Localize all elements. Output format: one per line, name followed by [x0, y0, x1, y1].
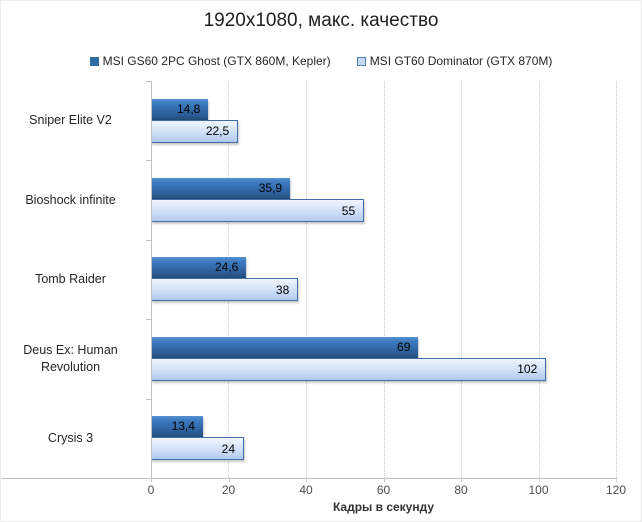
- bar-value-label: 24,6: [214, 260, 239, 275]
- bar-value-label: 69: [397, 339, 411, 354]
- bar-series0-1: 35,9: [151, 178, 291, 200]
- chart-row: Bioshock infinite 35,9 55: [1, 160, 616, 239]
- bar-value-label: 55: [341, 203, 356, 218]
- x-axis-title: Кадры в секунду: [332, 500, 435, 514]
- x-tick-mark: [228, 478, 230, 482]
- chart-row: Tomb Raider 24,6 38: [1, 240, 616, 319]
- bar-track: 13,4 24: [151, 399, 616, 478]
- bar-series0-0: 14,8: [151, 98, 209, 120]
- bar-track: 35,9 55: [151, 160, 616, 239]
- legend-label: MSI GT60 Dominator (GTX 870M): [369, 54, 553, 68]
- category-label: Tomb Raider: [35, 272, 106, 287]
- bar-track: 14,8 22,5: [151, 81, 616, 160]
- bar-track: 69 102: [151, 319, 616, 398]
- gridline-120: [616, 81, 617, 478]
- x-tick-mark: [151, 478, 152, 482]
- bar-value-label: 38: [275, 282, 290, 297]
- x-tick-label-80: 80: [454, 483, 468, 497]
- x-tick-mark: [383, 478, 385, 482]
- legend-swatch-icon: [356, 56, 366, 66]
- x-tick-label-60: 60: [376, 483, 391, 497]
- legend-item-1: MSI GT60 Dominator (GTX 870M): [356, 54, 553, 68]
- bar-value-label: 35,9: [258, 181, 283, 196]
- bar-value-label: 14,8: [176, 101, 201, 116]
- chart-row: Crysis 3 13,4 24: [1, 399, 616, 478]
- bar-value-label: 13,4: [171, 419, 195, 434]
- bar-series0-4: 13,4: [151, 416, 203, 438]
- category-axis-line: [151, 81, 152, 478]
- bar-series0-3: 69: [151, 336, 419, 358]
- category-label: Bioshock infinite: [25, 192, 116, 207]
- bar-value-label: 22,5: [205, 124, 230, 139]
- category-axis-tick: [146, 398, 151, 400]
- bar-series0-2: 24,6: [151, 257, 247, 279]
- x-tick-mark: [461, 478, 462, 482]
- chart-title: 1920x1080, макс. качество: [203, 10, 439, 31]
- x-tick-label-40: 40: [299, 483, 313, 497]
- bar-series1-4: 24: [151, 437, 244, 461]
- bar-rows: Sniper Elite V2 14,8 22,5 Bioshock infinite…: [1, 81, 616, 478]
- bar-value-label: 24: [221, 441, 235, 456]
- x-tick-label-0: 0: [147, 483, 155, 497]
- x-tick-label-120: 120: [605, 483, 627, 497]
- legend: MSI GS60 2PC Ghost (GTX 860M, Kepler) MSI…: [1, 54, 641, 68]
- category-axis-tick: [146, 239, 151, 241]
- legend-swatch-icon: [89, 56, 99, 66]
- legend-label: MSI GS60 2PC Ghost (GTX 860M, Kepler): [102, 54, 331, 68]
- bar-track: 24,6 38: [151, 240, 616, 319]
- bar-series1-3: 102: [151, 357, 547, 381]
- x-tick-mark: [538, 478, 540, 482]
- bar-series1-1: 55: [151, 199, 365, 223]
- bar-series1-0: 22,5: [151, 119, 239, 143]
- value-axis-line: [1, 478, 616, 479]
- x-tick-labels: 0 20 40 60 80 100 120: [1, 483, 626, 497]
- category-axis-tick: [146, 81, 151, 82]
- category-label: Deus Ex: Human Revolution: [23, 342, 118, 374]
- legend-item-0: MSI GS60 2PC Ghost (GTX 860M, Kepler): [89, 54, 331, 68]
- category-label: Crysis 3: [47, 430, 94, 445]
- x-tick-mark: [306, 478, 307, 482]
- category-axis-tick: [146, 160, 151, 162]
- category-label: Sniper Elite V2: [29, 113, 112, 128]
- category-axis-tick: [146, 319, 151, 321]
- x-tick-mark: [616, 478, 617, 482]
- x-tick-label-20: 20: [221, 483, 236, 497]
- chart-row: Deus Ex: Human Revolution 69 102: [1, 319, 616, 398]
- plot-area: Sniper Elite V2 14,8 22,5 Bioshock infinite…: [1, 81, 617, 479]
- bar-series1-2: 38: [151, 278, 299, 302]
- x-tick-label-100: 100: [528, 483, 549, 497]
- bar-value-label: 102: [517, 362, 538, 377]
- chart-row: Sniper Elite V2 14,8 22,5: [1, 81, 616, 160]
